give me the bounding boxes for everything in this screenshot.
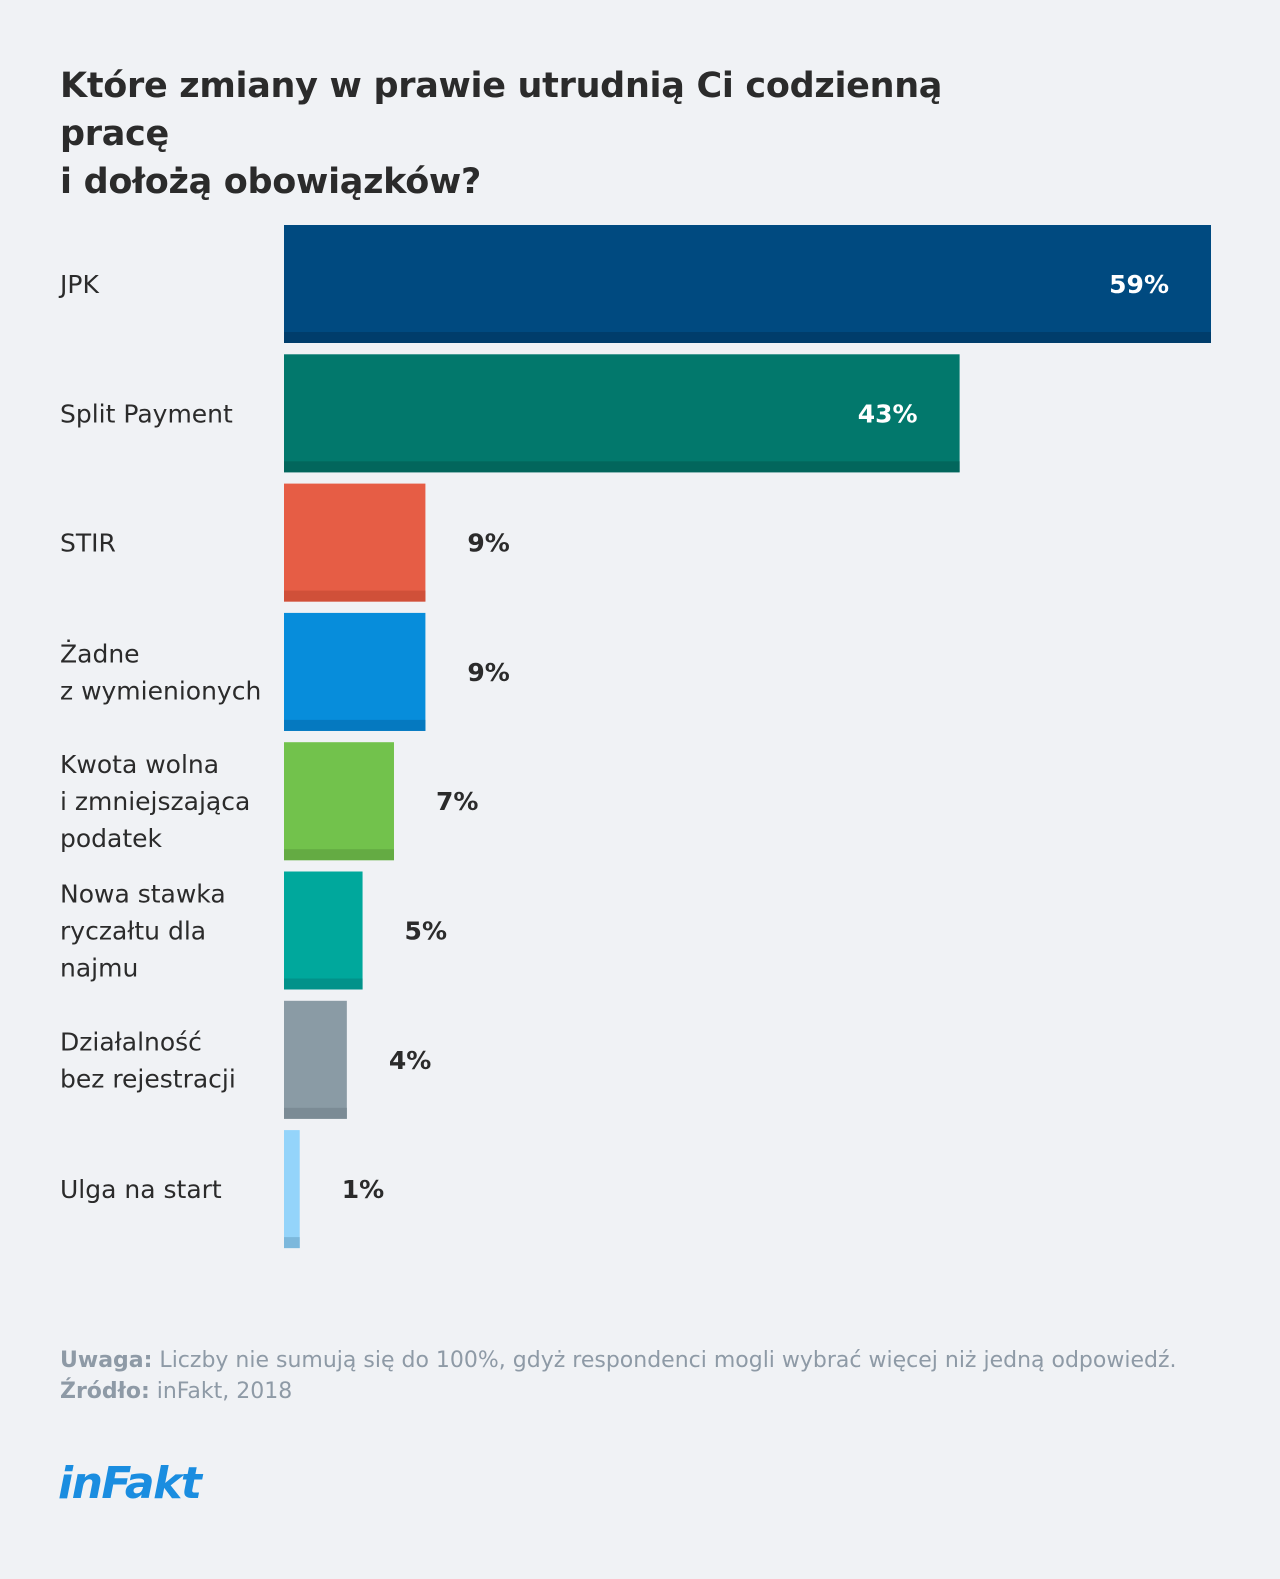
note-label: Uwaga: (60, 1348, 153, 1373)
bar-group: Żadne z wymienionych 9% (60, 612, 510, 731)
category-label-line: Split Payment (60, 399, 233, 428)
category-label-line: Działalność (60, 1027, 202, 1056)
value-label: 9% (467, 529, 509, 558)
bar (284, 483, 426, 602)
value-label: 59% (1109, 270, 1169, 299)
chart-title-line-1: Które zmiany w prawie utrudnią Ci codzie… (60, 66, 943, 154)
category-label-line: Nowa stawka (60, 880, 226, 909)
bar-shadow (284, 461, 960, 473)
category-label-line: Kwota wolna (60, 750, 219, 779)
bar-group: JPK 59% (58, 225, 1211, 343)
category-label: Split Payment (60, 399, 233, 428)
bar-group: Ulga na start 1% (60, 1130, 384, 1249)
category-label-line: podatek (60, 824, 163, 853)
category-label-line: z wymienionych (60, 676, 261, 705)
infakt-logo: inFakt (58, 1458, 202, 1509)
bar (284, 871, 363, 990)
note-text: Liczby nie sumują się do 100%, gdyż resp… (152, 1348, 1177, 1373)
footnote: Uwaga: Liczby nie sumują się do 100%, gd… (60, 1345, 1177, 1407)
category-label: STIR (60, 529, 116, 558)
category-label-line: najmu (60, 954, 138, 983)
category-label: Kwota wolna i zmniejszająca podatek (60, 750, 250, 853)
bar-shadow (284, 1237, 300, 1249)
bar-group: Działalność bez rejestracji 4% (60, 1000, 431, 1119)
bar (284, 354, 960, 473)
category-label: Żadne z wymienionych (60, 639, 261, 705)
footnote-note: Uwaga: Liczby nie sumują się do 100%, gd… (60, 1345, 1177, 1376)
bar-shadow (284, 590, 426, 602)
bar (284, 612, 426, 731)
bar-shadow (284, 1107, 347, 1119)
bar-shadow (284, 849, 394, 861)
source-text: inFakt, 2018 (149, 1379, 293, 1404)
category-label: JPK (58, 270, 99, 299)
value-label: 4% (389, 1046, 431, 1075)
category-label-line: ryczałtu dla (60, 917, 206, 946)
source-label: Źródło: (60, 1379, 150, 1404)
value-label: 43% (858, 399, 918, 428)
value-label: 7% (436, 787, 478, 816)
bar-group: Kwota wolna i zmniejszająca podatek 7% (60, 742, 478, 861)
bar-chart: JPK 59% Split Payment 43% STIR 9% Żadne z wymie… (58, 225, 1211, 1249)
bar (284, 225, 1211, 343)
category-label-line: bez rejestracji (60, 1064, 236, 1093)
bar-shadow (284, 332, 1211, 343)
bar-shadow (284, 978, 363, 990)
category-label: Działalność bez rejestracji (60, 1027, 236, 1093)
bar-shadow (284, 719, 426, 731)
bar-group: Split Payment 43% (60, 354, 960, 473)
category-label: Ulga na start (60, 1175, 222, 1204)
bar-group: Nowa stawka ryczałtu dla najmu 5% (60, 871, 447, 990)
bar-group: STIR 9% (60, 483, 510, 602)
chart-title-line-2: i dołożą obowiązków? (60, 162, 481, 202)
footnote-source: Źródło: inFakt, 2018 (60, 1376, 1177, 1407)
value-label: 5% (405, 917, 447, 946)
bar (284, 1000, 347, 1119)
value-label: 9% (467, 658, 509, 687)
category-label-line: Żadne (60, 639, 140, 668)
value-label: 1% (342, 1175, 384, 1204)
category-label-line: i zmniejszająca (60, 787, 250, 816)
category-label-line: Ulga na start (60, 1175, 222, 1204)
category-label: Nowa stawka ryczałtu dla najmu (60, 880, 226, 983)
category-label-line: JPK (58, 270, 99, 299)
chart-title: Które zmiany w prawie utrudnią Ci codzie… (60, 62, 1060, 206)
bar (284, 1130, 300, 1249)
category-label-line: STIR (60, 529, 116, 558)
bar (284, 742, 394, 861)
